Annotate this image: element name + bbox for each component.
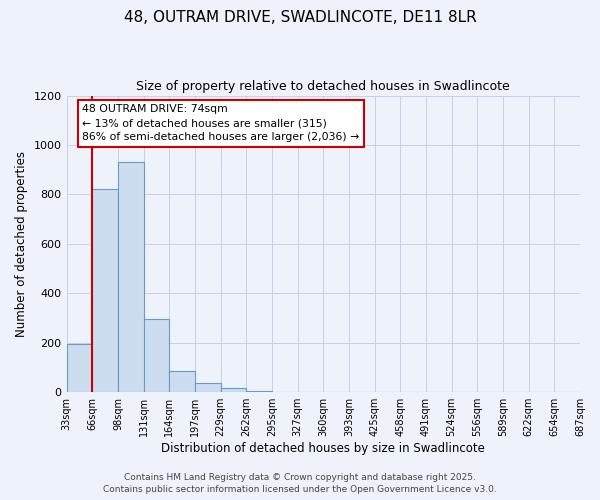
Title: Size of property relative to detached houses in Swadlincote: Size of property relative to detached ho… [136,80,510,93]
Bar [169,371,195,392]
Y-axis label: Number of detached properties: Number of detached properties [15,151,28,337]
X-axis label: Distribution of detached houses by size in Swadlincote: Distribution of detached houses by size … [161,442,485,455]
Bar [118,162,143,392]
Text: 48 OUTRAM DRIVE: 74sqm
← 13% of detached houses are smaller (315)
86% of semi-de: 48 OUTRAM DRIVE: 74sqm ← 13% of detached… [82,104,359,142]
Bar [143,318,169,392]
Bar [195,383,221,392]
Text: Contains HM Land Registry data © Crown copyright and database right 2025.
Contai: Contains HM Land Registry data © Crown c… [103,472,497,494]
Bar [246,391,272,392]
Bar [67,344,92,392]
Text: 48, OUTRAM DRIVE, SWADLINCOTE, DE11 8LR: 48, OUTRAM DRIVE, SWADLINCOTE, DE11 8LR [124,10,476,25]
Bar [92,190,118,392]
Bar [221,388,246,392]
